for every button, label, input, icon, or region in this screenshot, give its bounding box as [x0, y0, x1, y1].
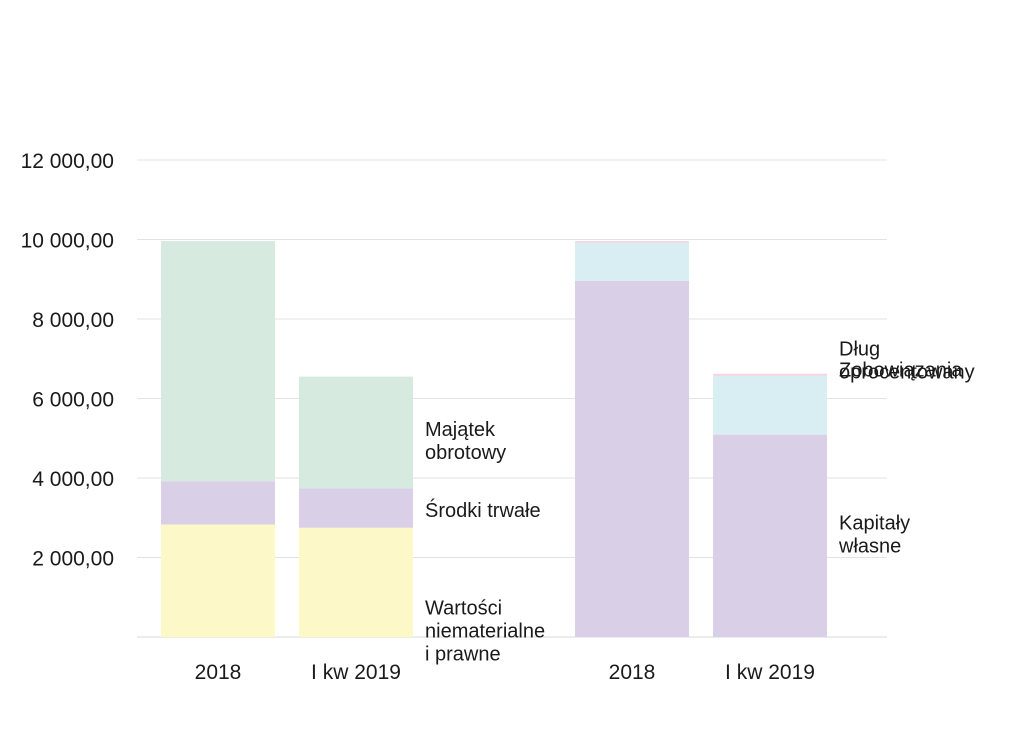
series-label-line: Wartości [425, 597, 502, 619]
x-category-label: I kw 2019 [725, 661, 815, 684]
bar-segment [575, 280, 689, 637]
series-label-line: Kapitały [839, 512, 910, 534]
series-label-line: obrotowy [425, 442, 506, 464]
x-category-label: I kw 2019 [311, 661, 401, 684]
x-category-label: 2018 [609, 661, 656, 684]
bar-segment [713, 434, 827, 637]
bar-segment [713, 373, 827, 376]
bar-segment [713, 375, 827, 435]
x-axis-labels: 2018 I kw 2019 2018 I kw 2019 [195, 661, 815, 684]
bar-segment [161, 241, 275, 482]
x-category-label: 2018 [195, 661, 242, 684]
bar-segment [299, 527, 413, 637]
bar-segment [161, 481, 275, 525]
y-tick-label: 12 000,00 [21, 150, 114, 173]
bar-segment [299, 488, 413, 528]
series-label-line: oprocentowany [839, 362, 975, 384]
series-label: Środki trwałe [425, 498, 541, 522]
series-label-line: i prawne [425, 643, 501, 665]
series-label-line: Majątek [425, 419, 496, 441]
y-axis-ticks: 2 000,00 4 000,00 6 000,00 8 000,00 10 000,0… [21, 150, 114, 571]
y-tick-label: 8 000,00 [32, 309, 114, 332]
series-label-line: Dług [839, 339, 880, 361]
bar-segment [575, 241, 689, 243]
series-label: Majątek obrotowy [425, 419, 506, 464]
series-label: Wartości niematerialne i prawne [425, 597, 545, 665]
y-tick-label: 2 000,00 [32, 548, 114, 571]
series-label: Kapitały własne [838, 512, 910, 557]
bar-segment [299, 376, 413, 489]
bar-segment [575, 242, 689, 281]
y-tick-label: 6 000,00 [32, 389, 114, 412]
bars [161, 241, 827, 637]
series-label-line: własne [838, 535, 901, 557]
series-label-line: niematerialne [425, 620, 545, 642]
bar-segment [161, 524, 275, 637]
y-tick-label: 4 000,00 [32, 468, 114, 491]
series-label-line: Zobowiązania [839, 359, 963, 381]
y-tick-label: 10 000,00 [21, 230, 114, 253]
segment-labels: Wartości niematerialne i prawne Środki trwa… [425, 339, 975, 666]
series-label: Dług oprocentowany [839, 339, 975, 384]
series-label-line: Środki trwałe [425, 498, 541, 522]
series-label: Zobowiązania [839, 359, 963, 381]
